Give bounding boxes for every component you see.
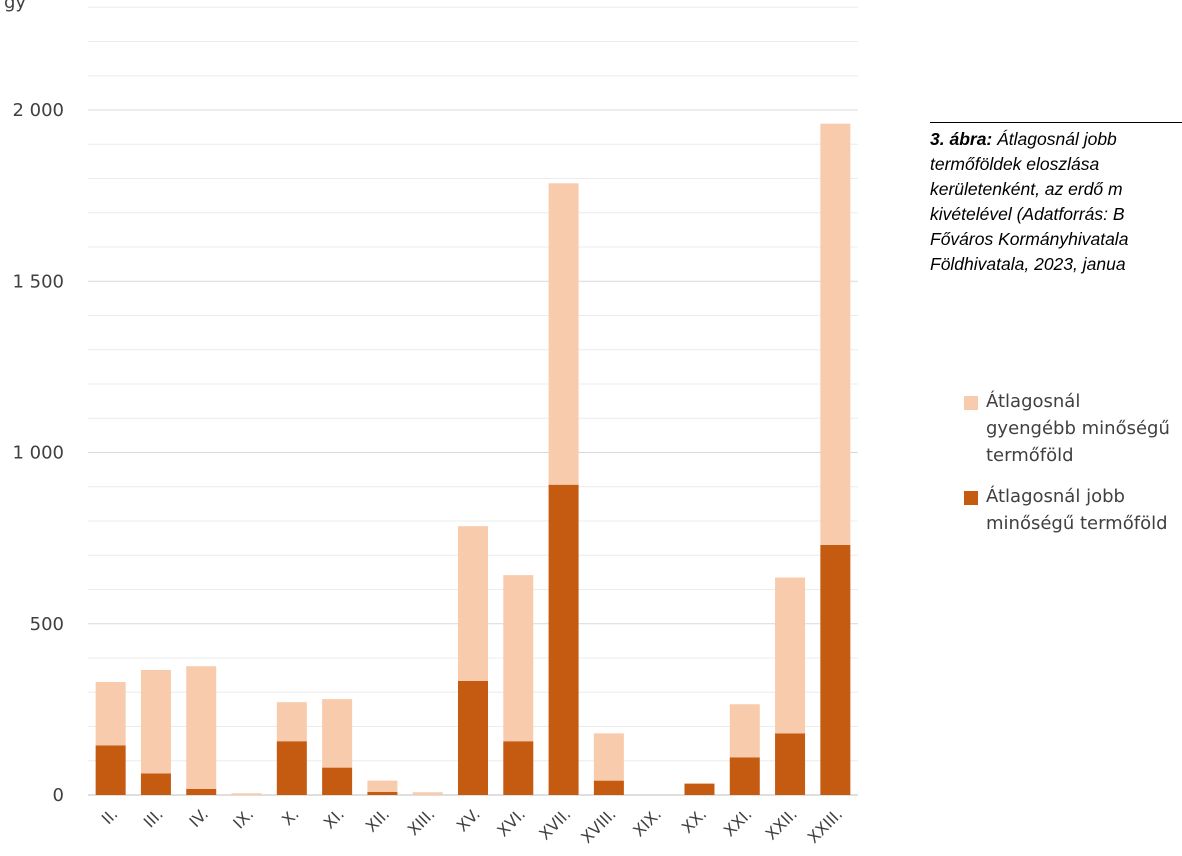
legend-label-weaker-1: Átlagosnál: [986, 391, 1081, 412]
x-tick-label: XI.: [320, 804, 348, 832]
x-tick-label: II.: [98, 804, 122, 828]
x-tick-label: XV.: [453, 804, 484, 835]
bar-weaker-quality: [820, 123, 851, 545]
x-tick-label: XVI.: [493, 804, 529, 840]
y-axis-ticks: 0 500 1 000 1 500 2 000: [12, 100, 64, 806]
bar-better-quality: [458, 680, 488, 795]
legend-item-weaker: Átlagosnál gyengébb minőségű termőföld: [962, 388, 1182, 469]
legend-label-better-2: minőségű termőföld: [986, 513, 1168, 534]
x-tick-label: XXIII.: [804, 804, 847, 847]
bar-better-quality: [775, 733, 806, 795]
bar-better-quality: [186, 788, 217, 795]
caption-line-6: Földhivatala, 2023, janua: [930, 254, 1126, 274]
bar-better-quality: [729, 757, 760, 795]
bar-better-quality: [322, 767, 353, 795]
bar-weaker-quality: [593, 733, 624, 781]
bar-chart: 0 500 1 000 1 500 2 000 II. III. IV. IX. X. XI. XI…: [4, 0, 858, 847]
bar-weaker-quality: [140, 669, 171, 774]
caption-rest: Átlagosnál jobb: [992, 129, 1117, 149]
caption-line-5: Főváros Kormányhivatala: [930, 229, 1129, 249]
x-tick-label: XXII.: [762, 804, 801, 843]
caption-line-3: kerületenként, az erdő m: [930, 179, 1123, 199]
y-tick-label: 1 000: [12, 443, 64, 464]
x-tick-label: XX.: [678, 804, 711, 837]
bar-weaker-quality: [412, 792, 443, 795]
bar-better-quality: [367, 791, 398, 795]
x-tick-label: XII.: [362, 804, 393, 835]
bar-weaker-quality: [775, 577, 806, 734]
x-axis-ticks: II. III. IV. IX. X. XI. XII. XIII. XV. XVI. XVII. X…: [98, 804, 846, 847]
legend-item-better: Átlagosnál jobb minőségű termőföld: [962, 483, 1182, 537]
x-tick-label: X.: [278, 804, 303, 829]
bar-weaker-quality: [322, 699, 353, 768]
legend-label-weaker-2: gyengébb minőségű: [986, 418, 1170, 439]
x-tick-label: XIX.: [629, 804, 665, 840]
gridlines: [88, 6, 858, 796]
bars: [95, 123, 851, 795]
bar-weaker-quality: [231, 793, 262, 795]
bar-better-quality: [593, 780, 624, 795]
caption-line-1: 3. ábra: Átlagosnál jobb: [930, 127, 1182, 152]
y-tick-label: 500: [30, 614, 64, 635]
bar-weaker-quality: [458, 526, 488, 681]
x-tick-label: IX.: [229, 804, 257, 832]
x-tick-label: XIII.: [404, 804, 439, 839]
bar-weaker-quality: [95, 681, 126, 746]
y-tick-label: 0: [53, 785, 64, 806]
caption-lead: 3. ábra:: [930, 129, 993, 149]
bar-better-quality: [503, 741, 534, 795]
bar-better-quality: [548, 484, 579, 795]
x-tick-label: XVII.: [535, 804, 574, 843]
bar-better-quality: [276, 741, 307, 795]
x-tick-label: III.: [140, 804, 167, 831]
chart-legend: Átlagosnál gyengébb minőségű termőföld Á…: [962, 388, 1182, 551]
bar-better-quality: [95, 745, 126, 795]
legend-label-better-1: Átlagosnál jobb: [986, 486, 1125, 507]
bar-weaker-quality: [548, 183, 579, 485]
bar-weaker-quality: [367, 780, 398, 792]
y-tick-label: 2 000: [12, 100, 64, 121]
figure-caption: 3. ábra: Átlagosnál jobb termőföldek elo…: [930, 122, 1182, 277]
bar-weaker-quality: [186, 666, 217, 789]
legend-swatch-weaker: [964, 396, 978, 410]
bar-weaker-quality: [729, 704, 760, 758]
bar-weaker-quality: [503, 575, 534, 742]
y-unit-label: gy: [4, 0, 26, 13]
legend-label-weaker-3: termőföld: [986, 445, 1074, 466]
bar-weaker-quality: [276, 702, 307, 742]
y-tick-label: 1 500: [12, 271, 64, 292]
x-tick-label: XXI.: [720, 804, 756, 840]
caption-line-2: termőföldek eloszlása: [930, 154, 1100, 174]
legend-swatch-better: [964, 491, 978, 505]
bar-weaker-quality: [684, 783, 715, 784]
caption-line-4: kivételével (Adatforrás: B: [930, 204, 1125, 224]
x-tick-label: IV.: [185, 804, 212, 831]
x-tick-label: XVIII.: [577, 804, 620, 847]
bar-better-quality: [140, 773, 171, 795]
bar-better-quality: [820, 544, 851, 795]
bar-better-quality: [684, 783, 715, 795]
